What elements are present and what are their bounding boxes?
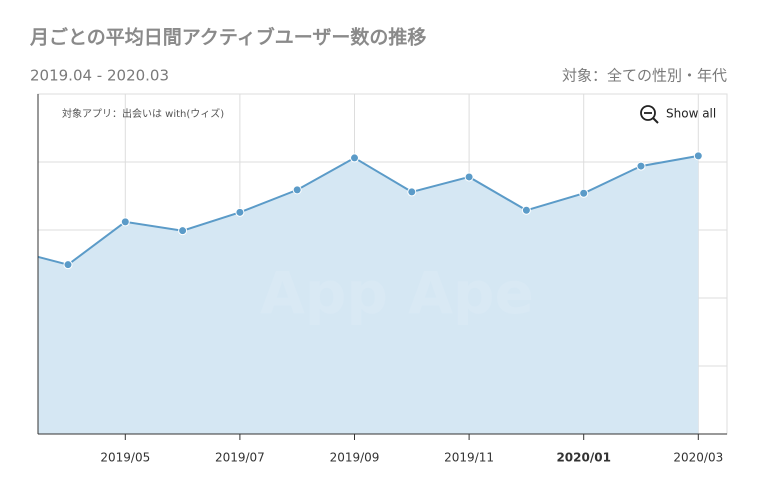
- point: [178, 226, 188, 236]
- x-tick-label: 2020/03: [673, 451, 723, 465]
- point: [579, 188, 589, 198]
- show-all-text[interactable]: Show all: [666, 107, 716, 121]
- x-tick-label: 2019/07: [215, 451, 265, 465]
- target: 対象：全ての性別・年代: [562, 67, 727, 85]
- point: [693, 151, 703, 161]
- zoom-icon: [640, 105, 656, 121]
- x-tick-label: 2019/11: [444, 451, 494, 465]
- point: [407, 187, 417, 197]
- point: [7, 246, 15, 254]
- point: [292, 185, 302, 195]
- area: [38, 155, 699, 434]
- watermark: App Ape: [260, 259, 534, 327]
- point: [120, 217, 130, 227]
- x-tick-label: 2020/01: [556, 451, 610, 465]
- point: [63, 260, 73, 270]
- point: [235, 207, 245, 217]
- plot: [7, 94, 727, 435]
- point: [636, 161, 646, 171]
- show-all-button[interactable]: Show all: [640, 105, 716, 124]
- point: [521, 205, 531, 215]
- x-tick-label: 2019/05: [100, 451, 150, 465]
- point: [464, 172, 474, 182]
- app-label: 対象アプリ：出会いは with(ウィズ): [62, 107, 224, 120]
- zoom-icon-handle: [652, 117, 659, 124]
- point: [350, 153, 359, 163]
- chart-title: 月ごとの平均日間アクティブユーザー数の推移: [29, 26, 426, 49]
- x-tick-label: 2019/09: [330, 451, 380, 465]
- period: 2019.04 - 2020.03: [30, 67, 169, 85]
